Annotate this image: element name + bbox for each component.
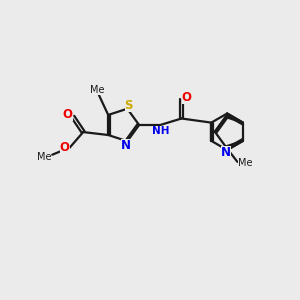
- Text: S: S: [124, 99, 133, 112]
- Text: O: O: [182, 92, 192, 104]
- Text: N: N: [121, 139, 131, 152]
- Text: NH: NH: [152, 126, 169, 136]
- Text: Me: Me: [37, 152, 51, 162]
- Text: N: N: [220, 146, 231, 159]
- Text: Me: Me: [238, 158, 253, 168]
- Text: Me: Me: [90, 85, 105, 94]
- Text: O: O: [60, 142, 70, 154]
- Text: O: O: [63, 108, 73, 121]
